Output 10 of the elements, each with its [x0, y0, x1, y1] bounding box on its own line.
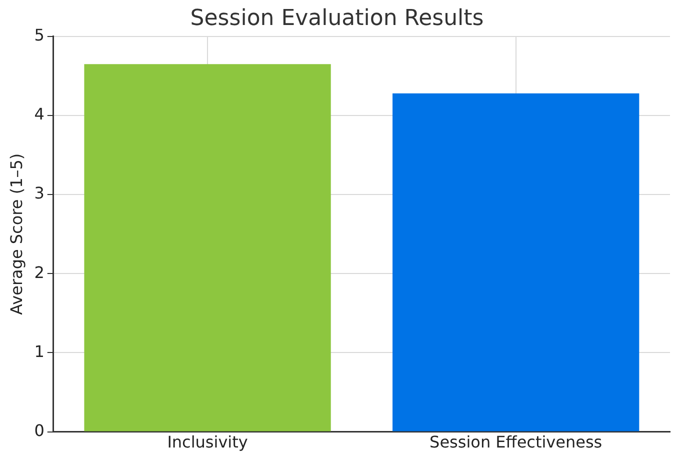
y-axis-title: Average Score (1–5) — [6, 153, 26, 315]
y-tick-label: 4 — [34, 104, 44, 124]
y-tick-label: 0 — [34, 420, 44, 440]
y-tick-label: 2 — [34, 262, 44, 282]
x-tick-label: Session Effectiveness — [430, 432, 602, 452]
y-tick-label: 1 — [34, 342, 44, 361]
chart-title: Session Evaluation Results — [190, 6, 484, 31]
y-tick-label: 5 — [34, 26, 44, 45]
x-tick-label: Inclusivity — [167, 432, 248, 452]
y-tick-label: 3 — [34, 184, 44, 203]
